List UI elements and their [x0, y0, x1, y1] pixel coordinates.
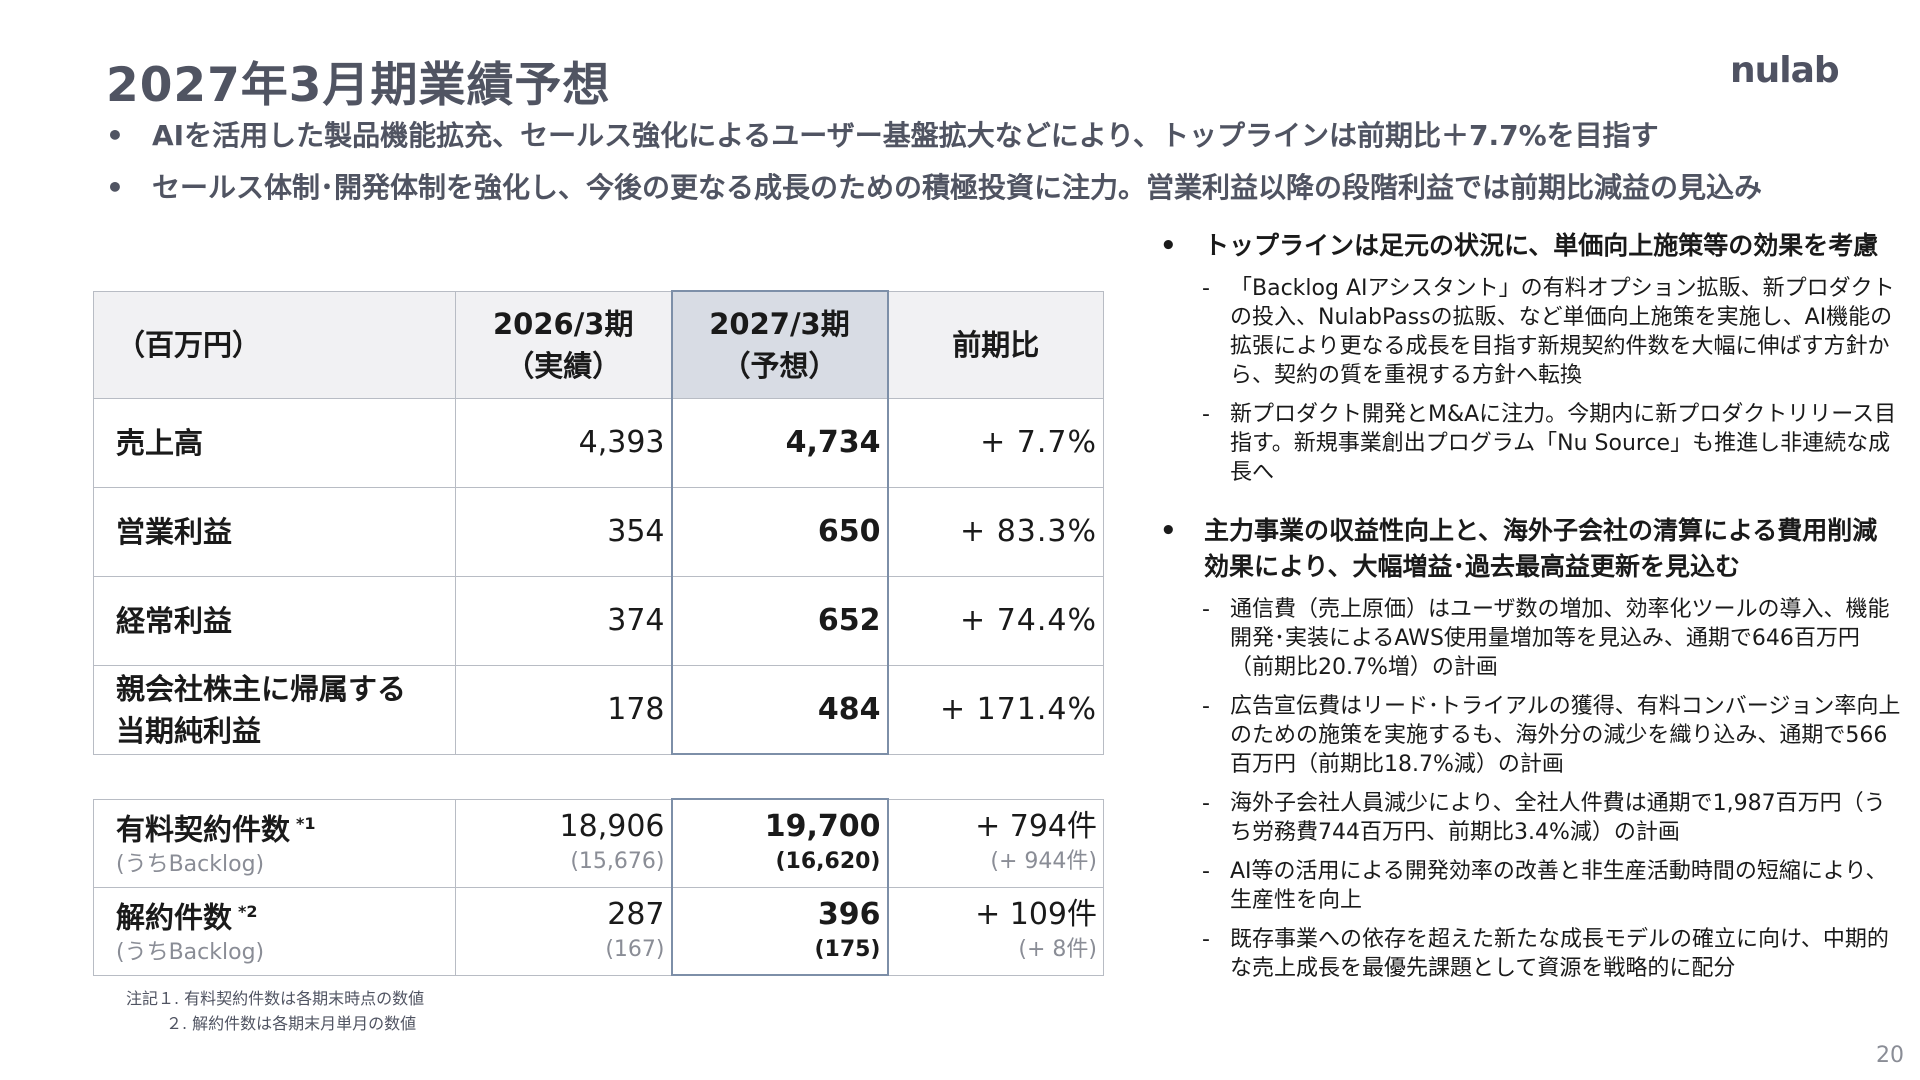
- change-value: + 794件: [975, 809, 1097, 844]
- unit-header: （百万円）: [93, 290, 456, 399]
- commentary-sub-item: 「Backlog AIアシスタント」の有料オプション拡販、新プロダクトの投入、N…: [1156, 274, 1902, 390]
- actual-value: 354: [455, 486, 672, 577]
- actual-value: 178: [455, 664, 672, 755]
- commentary-bullet: 主力事業の収益性向上と、海外子会社の清算による費用削減効果により、大幅増益･過去…: [1156, 513, 1902, 585]
- commentary-sub-item: 海外子会社人員減少により、全社人件費は通期で1,987百万円（うち労務費744百…: [1156, 789, 1902, 847]
- table-row: 有料契約件数 *1 (うちBacklog) 18,906 (15,676) 19,…: [93, 798, 1104, 888]
- kpi-label-cell: 有料契約件数 *1 (うちBacklog): [93, 798, 456, 888]
- kpi-label: 有料契約件数 *1: [116, 812, 316, 847]
- kpi-label: 解約件数 *2: [116, 900, 258, 935]
- forecast-value-cell: 19,700 (16,620): [670, 798, 889, 888]
- table-header-row: （百万円） 2026/3期 （実績） 2027/3期 （予想） 前期比: [93, 290, 1104, 399]
- actual-value: 287: [607, 897, 665, 932]
- financial-forecast-table: （百万円） 2026/3期 （実績） 2027/3期 （予想） 前期比 売上高 …: [93, 290, 1104, 755]
- row-label-line: 当期純利益: [116, 713, 262, 748]
- actual-value: 18,906: [559, 809, 665, 844]
- change-sub-value: (+ 8件): [1018, 937, 1097, 962]
- forecast-value: 19,700: [764, 809, 881, 845]
- row-label: 親会社株主に帰属する 当期純利益: [93, 664, 456, 755]
- change-value-cell: + 109件 (+ 8件): [887, 886, 1104, 976]
- change-value-cell: + 794件 (+ 944件): [887, 798, 1104, 888]
- table-row: 経常利益 374 652 + 74.4%: [93, 575, 1104, 666]
- change-sub-value: (+ 944件): [990, 849, 1097, 874]
- forecast-value: 4,734: [670, 397, 889, 488]
- row-label: 売上高: [93, 397, 456, 488]
- commentary-sub-item: 新プロダクト開発とM&Aに注力。今期内に新プロダクトリリース目指す。新規事業創出…: [1156, 400, 1902, 487]
- contract-kpi-table: 有料契約件数 *1 (うちBacklog) 18,906 (15,676) 19,…: [93, 798, 1104, 976]
- kpi-sub-label: (うちBacklog): [116, 939, 265, 965]
- footnotes: 注記１. 有料契約件数は各期末時点の数値 ２. 解約件数は各期末月単月の数値: [126, 986, 424, 1036]
- forecast-header-period: 2027/3期: [709, 306, 850, 341]
- change-value: + 83.3%: [887, 486, 1104, 577]
- commentary-sub-item: 広告宣伝費はリード･トライアルの獲得、有料コンバージョン率向上のための施策を実施…: [1156, 692, 1902, 779]
- kpi-label-cell: 解約件数 *2 (うちBacklog): [93, 886, 456, 976]
- table-row: 売上高 4,393 4,734 + 7.7%: [93, 397, 1104, 488]
- nulab-logo: nulab: [1730, 50, 1840, 91]
- row-label: 営業利益: [93, 486, 456, 577]
- row-label: 経常利益: [93, 575, 456, 666]
- actual-header-type: （実績）: [505, 348, 622, 383]
- footnote: ２. 解約件数は各期末月単月の数値: [166, 1014, 417, 1033]
- forecast-sub-value: (16,620): [775, 849, 881, 875]
- table-row: 親会社株主に帰属する 当期純利益 178 484 + 171.4%: [93, 664, 1104, 755]
- footnote-marker: *2: [238, 902, 258, 922]
- summary-bullet: AIを活用した製品機能拡充、セールス強化によるユーザー基盤拡大などにより、トップ…: [106, 117, 1826, 155]
- table-row: 解約件数 *2 (うちBacklog) 287 (167) 396 (175) +…: [93, 886, 1104, 976]
- forecast-header-type: （予想）: [721, 348, 838, 383]
- actual-sub-value: (167): [605, 937, 665, 962]
- actual-header: 2026/3期 （実績）: [455, 290, 672, 399]
- forecast-value-cell: 396 (175): [670, 886, 889, 976]
- footnote-marker: *1: [296, 814, 316, 834]
- row-label-line: 親会社株主に帰属する: [116, 671, 407, 706]
- commentary-sub-item: AI等の活用による開発効率の改善と非生産活動時間の短縮により、生産性を向上: [1156, 857, 1902, 915]
- actual-value-cell: 287 (167): [455, 886, 672, 976]
- change-value: + 7.7%: [887, 397, 1104, 488]
- kpi-sub-label: (うちBacklog): [116, 851, 265, 877]
- commentary-panel: トップラインは足元の状況に、単価向上施策等の効果を考慮 「Backlog AIア…: [1156, 228, 1902, 983]
- change-value: + 109件: [975, 897, 1097, 932]
- table-row: 営業利益 354 650 + 83.3%: [93, 486, 1104, 577]
- footnote: 注記１. 有料契約件数は各期末時点の数値: [126, 989, 425, 1008]
- forecast-value: 484: [670, 664, 889, 755]
- actual-header-period: 2026/3期: [493, 306, 634, 341]
- actual-value: 4,393: [455, 397, 672, 488]
- summary-bullets: AIを活用した製品機能拡充、セールス強化によるユーザー基盤拡大などにより、トップ…: [106, 117, 1826, 221]
- actual-sub-value: (15,676): [570, 849, 665, 874]
- forecast-value: 650: [670, 486, 889, 577]
- change-value: + 171.4%: [887, 664, 1104, 755]
- change-header: 前期比: [887, 290, 1104, 399]
- actual-value: 374: [455, 575, 672, 666]
- actual-value-cell: 18,906 (15,676): [455, 798, 672, 888]
- commentary-bullet: トップラインは足元の状況に、単価向上施策等の効果を考慮: [1156, 228, 1902, 264]
- summary-bullet: セールス体制･開発体制を強化し、今後の更なる成長のための積極投資に注力。営業利益…: [106, 169, 1826, 207]
- forecast-header: 2027/3期 （予想）: [670, 290, 889, 399]
- forecast-value: 652: [670, 575, 889, 666]
- commentary-sub-item: 通信費（売上原価）はユーザ数の増加、効率化ツールの導入、機能開発･実装によるAW…: [1156, 595, 1902, 682]
- forecast-value: 396: [817, 896, 881, 932]
- forecast-sub-value: (175): [814, 936, 881, 962]
- page-title: 2027年3月期業績予想: [106, 58, 611, 113]
- change-value: + 74.4%: [887, 575, 1104, 666]
- commentary-sub-item: 既存事業への依存を超えた新たな成長モデルの確立に向け、中期的な売上成長を最優先課…: [1156, 925, 1902, 983]
- page-number: 20: [1876, 1043, 1904, 1068]
